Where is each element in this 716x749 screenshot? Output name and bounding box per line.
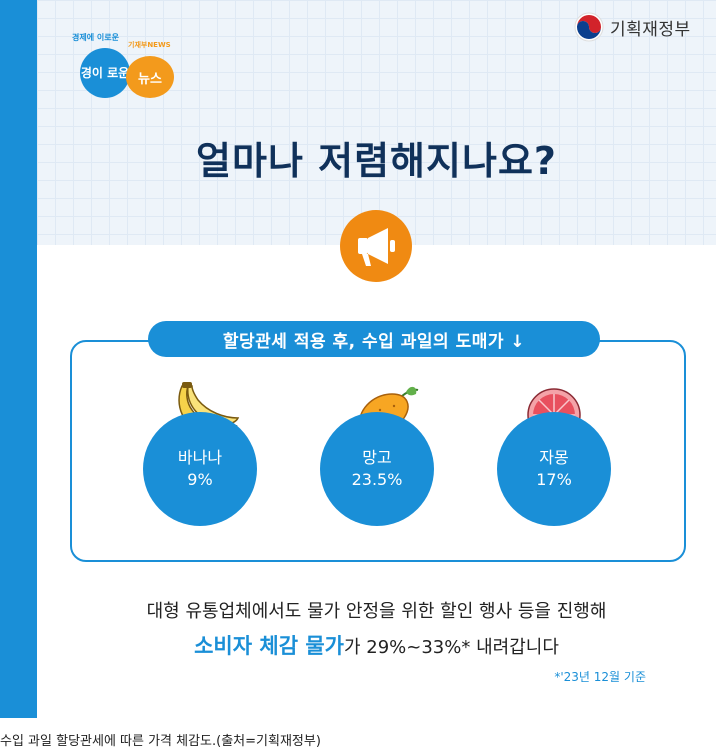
badge-bubble-right: 뉴스 [126,56,174,98]
ministry-name: 기획재정부 [610,19,691,40]
summary-line-1: 대형 유통업체에서도 물가 안정을 위한 할인 행사 등을 진행해 [146,601,607,622]
infographic-card: 기획재정부 경제에 이로운 기재부NEWS 경이 로운 뉴스 얼마나 저렴해지나… [0,0,716,718]
left-stripe [0,0,37,718]
fruit-circle-grapefruit: 자몽 17% [497,412,611,526]
fruit-name-banana: 바나나 [177,448,223,467]
summary-highlight: 소비자 체감 물가 [194,634,344,658]
fruit-name-mango: 망고 [362,448,392,467]
fruit-circle-banana: 바나나 9% [143,412,257,526]
fruit-circle-mango: 망고 23.5% [320,412,434,526]
headline: 얼마나 저렴해지나요? [196,139,557,183]
fruit-value-banana: 9% [187,470,213,489]
badge-bubble-left: 경이 로운 [80,48,130,98]
news-badge: 경제에 이로운 기재부NEWS 경이 로운 뉴스 [72,20,187,102]
fruit-value-mango: 23.5% [351,470,403,489]
footnote: *'23년 12월 기준 [554,670,646,684]
megaphone-icon [358,228,395,266]
ministry-logo: 기획재정부 [574,12,691,42]
summary-line-2: 소비자 체감 물가가 29%~33%* 내려갑니다 [37,630,716,660]
panel-title: 할당관세 적용 후, 수입 과일의 도매가 ↓ [148,321,600,357]
fruit-name-grapefruit: 자몽 [539,448,569,467]
megaphone-badge [340,210,412,282]
badge-top-right: 기재부NEWS [128,41,171,49]
badge-top-left: 경제에 이로운 [72,33,119,42]
taegeuk-icon [574,12,604,42]
summary-line-2-rest: 가 29%~33%* 내려갑니다 [343,637,559,658]
fruit-value-grapefruit: 17% [536,470,572,489]
grid-background [37,0,716,245]
image-caption: 수입 과일 할당관세에 따른 가격 체감도.(출처=기획재정부) [0,734,321,749]
